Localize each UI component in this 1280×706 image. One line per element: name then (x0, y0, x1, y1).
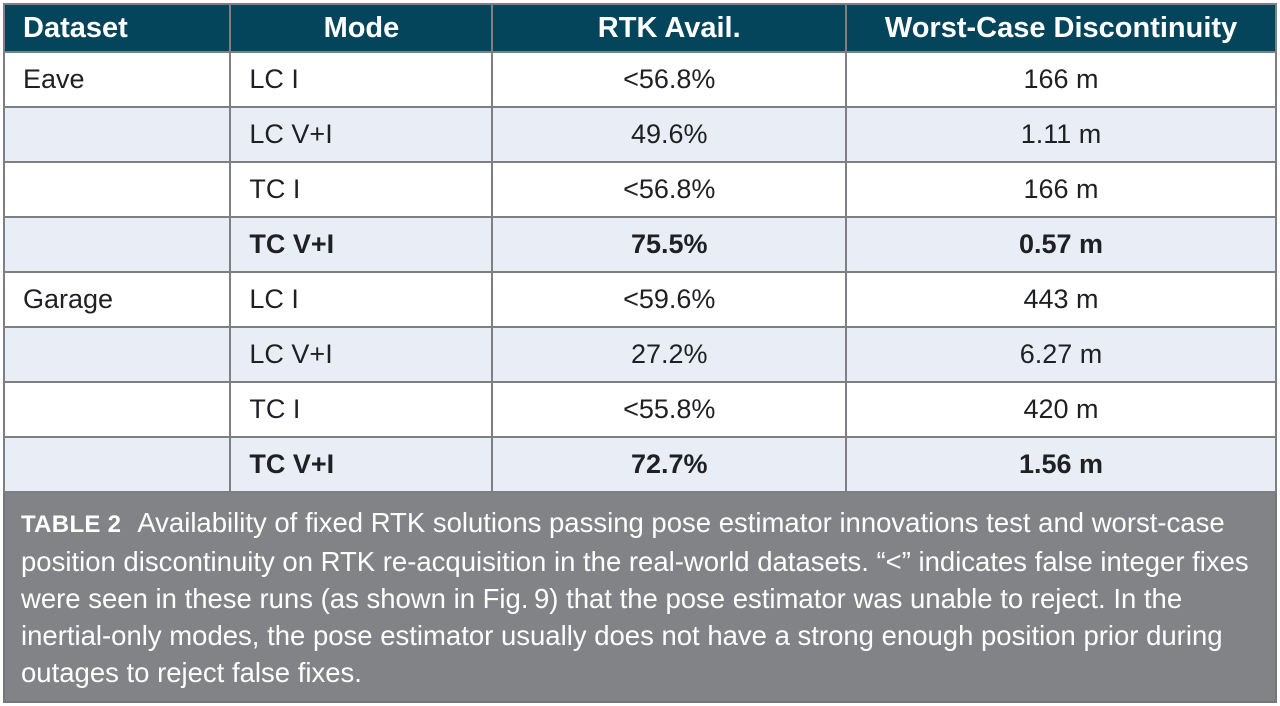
cell-dataset (2, 216, 232, 273)
table-row: Eave LC I <56.8% 166 m (2, 51, 1277, 108)
table-row: TC V+I 72.7% 1.56 m (2, 436, 1277, 493)
cell-disc: 1.11 m (845, 106, 1277, 163)
cell-disc: 166 m (845, 161, 1277, 218)
cell-rtk: 72.7% (491, 436, 848, 493)
cell-disc: 1.56 m (845, 436, 1277, 493)
header-row: Dataset Mode RTK Avail. Worst-Case Disconti… (2, 3, 1277, 53)
table-row: TC I <56.8% 166 m (2, 161, 1277, 218)
table-row: Garage LC I <59.6% 443 m (2, 271, 1277, 328)
cell-mode: TC V+I (229, 436, 494, 493)
column-header-rtk: RTK Avail. (491, 3, 848, 53)
cell-disc: 166 m (845, 51, 1277, 108)
cell-rtk: <55.8% (491, 381, 848, 438)
column-header-disc: Worst-Case Discontinuity (845, 3, 1277, 53)
column-header-dataset: Dataset (2, 3, 232, 53)
caption-label: TABLE 2 (21, 511, 122, 538)
table-row: LC V+I 49.6% 1.11 m (2, 106, 1277, 163)
table-figure: Dataset Mode RTK Avail. Worst-Case Disconti… (2, 3, 1277, 703)
cell-dataset (2, 161, 232, 218)
cell-mode: TC I (229, 161, 494, 218)
cell-mode: LC V+I (229, 106, 494, 163)
cell-rtk: <59.6% (491, 271, 848, 328)
cell-mode: TC V+I (229, 216, 494, 273)
results-table: Dataset Mode RTK Avail. Worst-Case Disconti… (2, 3, 1277, 493)
caption-text: Availability of fixed RTK solutions pass… (21, 507, 1249, 688)
cell-disc: 0.57 m (845, 216, 1277, 273)
cell-rtk: 27.2% (491, 326, 848, 383)
cell-disc: 420 m (845, 381, 1277, 438)
cell-disc: 6.27 m (845, 326, 1277, 383)
cell-mode: LC I (229, 271, 494, 328)
cell-dataset (2, 326, 232, 383)
cell-disc: 443 m (845, 271, 1277, 328)
cell-rtk: <56.8% (491, 161, 848, 218)
cell-dataset: Garage (2, 271, 232, 328)
cell-dataset: Eave (2, 51, 232, 108)
cell-mode: TC I (229, 381, 494, 438)
cell-dataset (2, 106, 232, 163)
cell-mode: LC V+I (229, 326, 494, 383)
table-row: LC V+I 27.2% 6.27 m (2, 326, 1277, 383)
cell-dataset (2, 381, 232, 438)
cell-mode: LC I (229, 51, 494, 108)
cell-dataset (2, 436, 232, 493)
cell-rtk: 75.5% (491, 216, 848, 273)
column-header-mode: Mode (229, 3, 494, 53)
table-row: TC I <55.8% 420 m (2, 381, 1277, 438)
cell-rtk: 49.6% (491, 106, 848, 163)
cell-rtk: <56.8% (491, 51, 848, 108)
table-row: TC V+I 75.5% 0.57 m (2, 216, 1277, 273)
table-body: Eave LC I <56.8% 166 m LC V+I 49.6% 1.11 m TC I… (2, 51, 1277, 493)
table-caption: TABLE 2 Availability of fixed RTK solutio… (3, 493, 1277, 703)
